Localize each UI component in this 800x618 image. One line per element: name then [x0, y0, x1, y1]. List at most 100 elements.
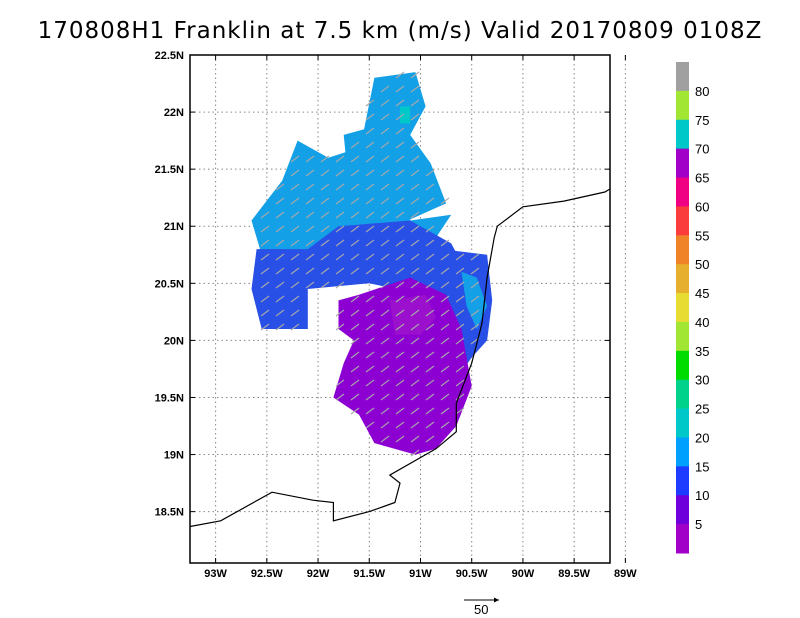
wind-vector [440, 379, 450, 387]
wind-vector [365, 225, 375, 233]
wind-vector [335, 393, 345, 401]
wind-vector [410, 449, 420, 457]
plot-frame [189, 54, 611, 564]
longitude-labels: 93W 92.5W 92W 91.5W 91W 90.5W 90W 89.5W 89W [204, 568, 637, 580]
wind-vector [440, 407, 450, 415]
wind-vector [350, 337, 360, 345]
wind-vector [365, 211, 375, 219]
wind-vector [380, 309, 390, 317]
lat-tick-label: 22N [164, 107, 184, 119]
wind-vector [290, 197, 300, 205]
wind-vector [335, 239, 345, 247]
wind-vector [365, 155, 375, 163]
wind-vector [290, 169, 300, 177]
wind-vector [395, 211, 405, 219]
colorbar-swatch [676, 495, 689, 525]
colorbar-swatch [676, 524, 689, 554]
wind-vector [380, 253, 390, 261]
wind-vector [380, 183, 390, 191]
wind-vector [365, 379, 375, 387]
wind-vector [275, 323, 285, 331]
wind-vector [440, 365, 450, 373]
wind-vector [395, 435, 405, 443]
lon-tick-label: 92.5W [251, 568, 283, 580]
wind-vector [440, 295, 450, 303]
wind-vector [410, 155, 420, 163]
wind-vector [455, 295, 465, 303]
wind-vector [365, 309, 375, 317]
wind-vector [275, 211, 285, 219]
wind-vector [395, 169, 405, 177]
wind-vector [395, 351, 405, 359]
wind-vector [320, 183, 330, 191]
wind-vector [305, 239, 315, 247]
wind-field [251, 72, 493, 455]
colorbar-label: 65 [695, 171, 709, 186]
colorbar-swatch [676, 90, 689, 121]
wind-vector [380, 337, 390, 345]
wind-vector [275, 239, 285, 247]
lat-tick-label: 21.5N [155, 164, 184, 176]
wind-vector [335, 309, 345, 317]
colorbar-swatch [676, 466, 689, 496]
wind-vector [410, 99, 420, 107]
wind-vector [425, 337, 435, 345]
wind-vector [365, 113, 375, 121]
wind-vector [365, 127, 375, 135]
colorbar-swatch [676, 437, 689, 467]
wind-vector [350, 379, 360, 387]
wind-vector [260, 253, 270, 261]
wind-vector [290, 211, 300, 219]
wind-vector [380, 141, 390, 149]
colorbar-swatch [676, 264, 689, 294]
latitude-labels: 22.5N 22N 21.5N 21N 20.5N 20N 19.5N 19N 18.5N [155, 50, 184, 519]
wind-vector [305, 253, 315, 261]
reference-vector: 50 [464, 597, 499, 617]
wind-vector [305, 183, 315, 191]
wind-vector [260, 309, 270, 317]
wind-vector [365, 337, 375, 345]
lat-tick-label: 21N [164, 221, 184, 233]
wind-vector [365, 169, 375, 177]
lat-tick-label: 19N [164, 450, 184, 462]
wind-vector [425, 183, 435, 191]
grid-lines [190, 54, 626, 563]
colorbar-label: 5 [695, 517, 702, 532]
wind-vector [290, 225, 300, 233]
wind-vector [455, 379, 465, 387]
colorbar-label: 15 [695, 459, 709, 474]
wind-vector [395, 393, 405, 401]
wind-vector [440, 197, 450, 205]
colorbar-swatch [676, 350, 689, 381]
wind-vector [455, 365, 465, 373]
wind-vector [395, 337, 405, 345]
colorbar-swatch [676, 119, 689, 150]
wind-vector [380, 127, 390, 135]
wind-vector [425, 295, 435, 303]
wind-vector [425, 169, 435, 177]
wind-vector [410, 169, 420, 177]
wind-vector [440, 253, 450, 261]
wind-vector [365, 365, 375, 373]
wind-vector [275, 253, 285, 261]
wind-vector [395, 309, 405, 317]
wind-vector [410, 295, 420, 303]
wind-vector [380, 365, 390, 373]
wind-vector [395, 155, 405, 163]
wind-vector [350, 407, 360, 415]
wind-vector [260, 225, 270, 233]
wind-vector [455, 407, 465, 415]
colorbar-label: 20 [695, 430, 709, 445]
wind-region-core [333, 277, 472, 455]
lon-tick-label: 89W [614, 568, 637, 580]
wind-vector [395, 239, 405, 247]
colorbar-label: 45 [695, 286, 709, 301]
wind-vector [380, 393, 390, 401]
wind-vectors [260, 71, 480, 457]
wind-vector [365, 407, 375, 415]
wind-vector [350, 365, 360, 373]
wind-region-peak [400, 106, 411, 124]
wind-vector [455, 337, 465, 345]
wind-vector [410, 281, 420, 289]
wind-region-middle [251, 220, 467, 329]
